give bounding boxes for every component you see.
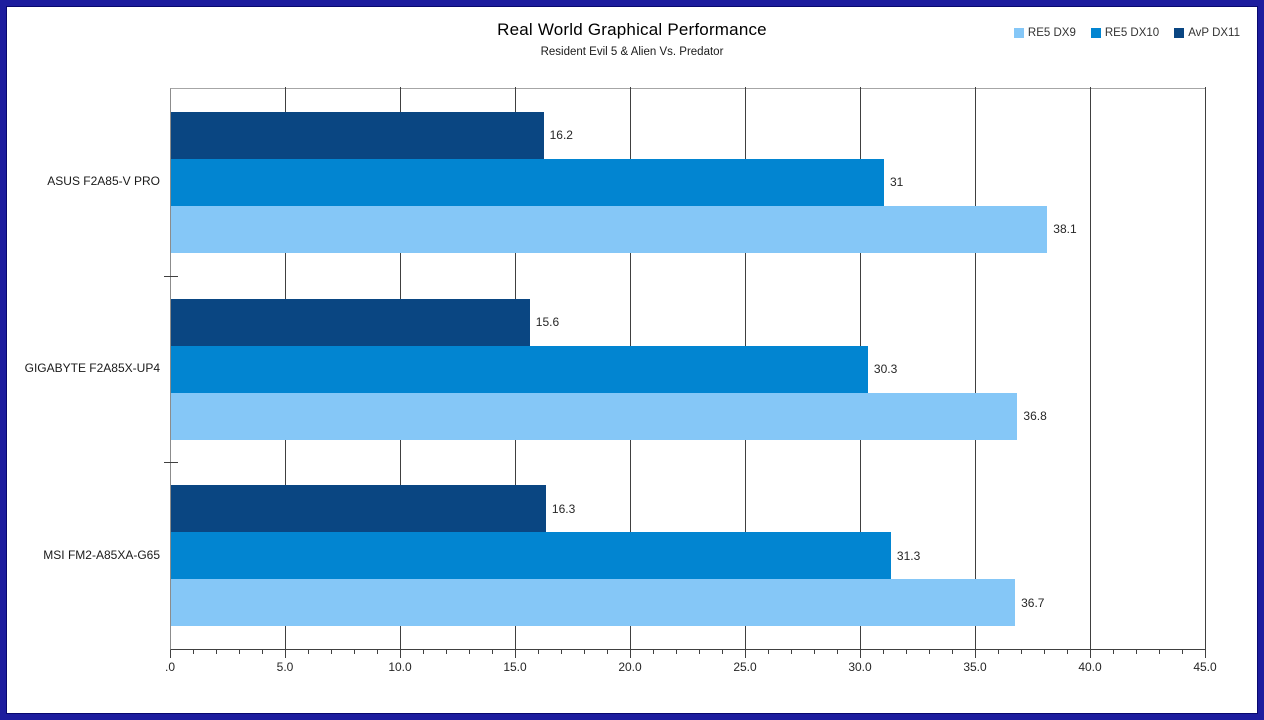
bar-value-label: 30.3 — [873, 362, 898, 376]
legend-label-re5-dx10: RE5 DX10 — [1104, 27, 1160, 39]
category-separator-tick — [164, 462, 178, 464]
x-axis-tick — [423, 649, 424, 654]
x-axis-tick — [975, 649, 976, 658]
legend-swatch-re5-dx9 — [1013, 28, 1024, 38]
gridline — [1090, 87, 1091, 649]
bar-value-label: 16.2 — [549, 128, 573, 143]
bar-avp-dx11 — [171, 111, 544, 159]
x-axis-tick — [515, 649, 516, 658]
category-label: ASUS F2A85-V PRO — [47, 174, 160, 189]
x-axis-tick — [676, 649, 677, 654]
x-axis-tick — [262, 649, 263, 654]
x-axis-tick — [791, 649, 792, 654]
bar-re5-dx10 — [171, 532, 891, 580]
x-axis-tick — [883, 649, 884, 654]
x-axis-tick-label: 25.0 — [733, 660, 757, 674]
legend-label-re5-dx9: RE5 DX9 — [1027, 27, 1076, 39]
x-axis-tick — [722, 649, 723, 654]
x-axis-tick — [1205, 649, 1206, 658]
x-axis-tick — [216, 649, 217, 654]
x-axis-tick — [446, 649, 447, 654]
x-axis-tick — [929, 649, 930, 654]
bar-avp-dx11 — [171, 485, 546, 533]
x-axis-tick-label: 15.0 — [503, 660, 527, 674]
bar-value-label: 36.7 — [1021, 595, 1045, 610]
x-axis-tick — [239, 649, 240, 654]
category-labels: ASUS F2A85-V PRO GIGABYTE F2A85X-UP4 MSI F… — [0, 0, 162, 720]
x-axis-tick — [630, 649, 631, 658]
bar-value-label: 15.6 — [535, 315, 560, 329]
x-axis-tick — [837, 649, 838, 654]
x-axis-tick — [492, 649, 493, 654]
legend-swatch-re5-dx10 — [1090, 28, 1101, 38]
legend-item-re5-dx10: RE5 DX10 — [1090, 27, 1160, 39]
x-axis-tick — [860, 649, 861, 658]
gridline — [975, 87, 976, 649]
category-separator-tick — [164, 275, 178, 277]
x-axis-tick — [170, 649, 171, 658]
x-axis-tick — [308, 649, 309, 654]
chart-title: Real World Graphical Performance — [497, 20, 767, 39]
x-axis-tick — [377, 649, 378, 654]
x-axis-tick — [814, 649, 815, 654]
x-axis-tick — [538, 649, 539, 654]
legend-item-re5-dx9: RE5 DX9 — [1013, 27, 1076, 39]
x-axis-tick — [1182, 649, 1183, 654]
x-axis-tick — [699, 649, 700, 654]
x-axis-tick-label: 30.0 — [848, 660, 872, 674]
chart-subtitle: Resident Evil 5 & Alien Vs. Predator — [540, 46, 724, 58]
bar-value-label: 31.3 — [896, 548, 921, 563]
x-axis-tick — [1113, 649, 1114, 654]
x-axis-tick-label: 35.0 — [963, 660, 987, 674]
bar-value-label: 36.8 — [1023, 409, 1047, 423]
bar-re5-dx10 — [171, 345, 868, 393]
bar-avp-dx11 — [171, 298, 530, 346]
x-axis-tick-label: 20.0 — [618, 660, 642, 674]
x-axis-tick — [584, 649, 585, 654]
x-axis-tick — [193, 649, 194, 654]
x-axis-tick — [1159, 649, 1160, 654]
bar-value-label: 38.1 — [1053, 222, 1077, 237]
legend-label-avp-dx11: AvP DX11 — [1188, 27, 1240, 39]
x-axis-tick — [469, 649, 470, 654]
bar-re5-dx9 — [171, 205, 1048, 253]
x-axis-tick — [1021, 649, 1022, 654]
bar-re5-dx9 — [171, 579, 1016, 627]
legend-item-avp-dx11: AvP DX11 — [1174, 27, 1240, 39]
x-axis-tick — [745, 649, 746, 658]
x-axis-tick-label: 40.0 — [1078, 660, 1102, 674]
x-axis-tick — [998, 649, 999, 654]
bar-re5-dx9 — [171, 392, 1018, 440]
legend-swatch-avp-dx11 — [1174, 28, 1185, 38]
category-label: MSI FM2-A85XA-G65 — [43, 547, 160, 562]
x-axis-tick-label: 45.0 — [1193, 660, 1217, 674]
x-axis-tick — [906, 649, 907, 654]
x-axis: .0 5.0 10.0 15.0 20.0 25.0 30.0 35.0 40.0 45.0 — [165, 649, 1217, 683]
gridline — [1205, 87, 1206, 649]
x-axis-tick-label: 5.0 — [276, 660, 294, 674]
bar-value-label: 16.3 — [551, 501, 576, 516]
x-axis-tick — [768, 649, 769, 654]
x-axis-tick — [952, 649, 953, 654]
x-axis-tick — [354, 649, 355, 654]
x-axis-tick — [1067, 649, 1068, 654]
category-label: GIGABYTE F2A85X-UP4 — [24, 361, 160, 375]
x-axis-tick — [607, 649, 608, 654]
x-axis-tick — [653, 649, 654, 654]
x-axis-tick — [561, 649, 562, 654]
x-axis-tick — [331, 649, 332, 654]
x-axis-tick — [1136, 649, 1137, 654]
x-axis-tick — [400, 649, 401, 658]
plot-area: 16.2 31 38.1 15.6 30.3 36.8 16.3 31.3 36.7 — [164, 87, 1206, 650]
x-axis-tick-label: 10.0 — [388, 660, 412, 674]
bar-value-label: 31 — [890, 175, 904, 190]
x-axis-tick — [1090, 649, 1091, 658]
x-axis-tick-label: .0 — [164, 660, 176, 674]
bar-re5-dx10 — [171, 158, 884, 206]
legend: RE5 DX9 RE5 DX10 AvP DX11 — [1013, 27, 1240, 39]
x-axis-tick — [285, 649, 286, 658]
x-axis-tick — [1044, 649, 1045, 654]
